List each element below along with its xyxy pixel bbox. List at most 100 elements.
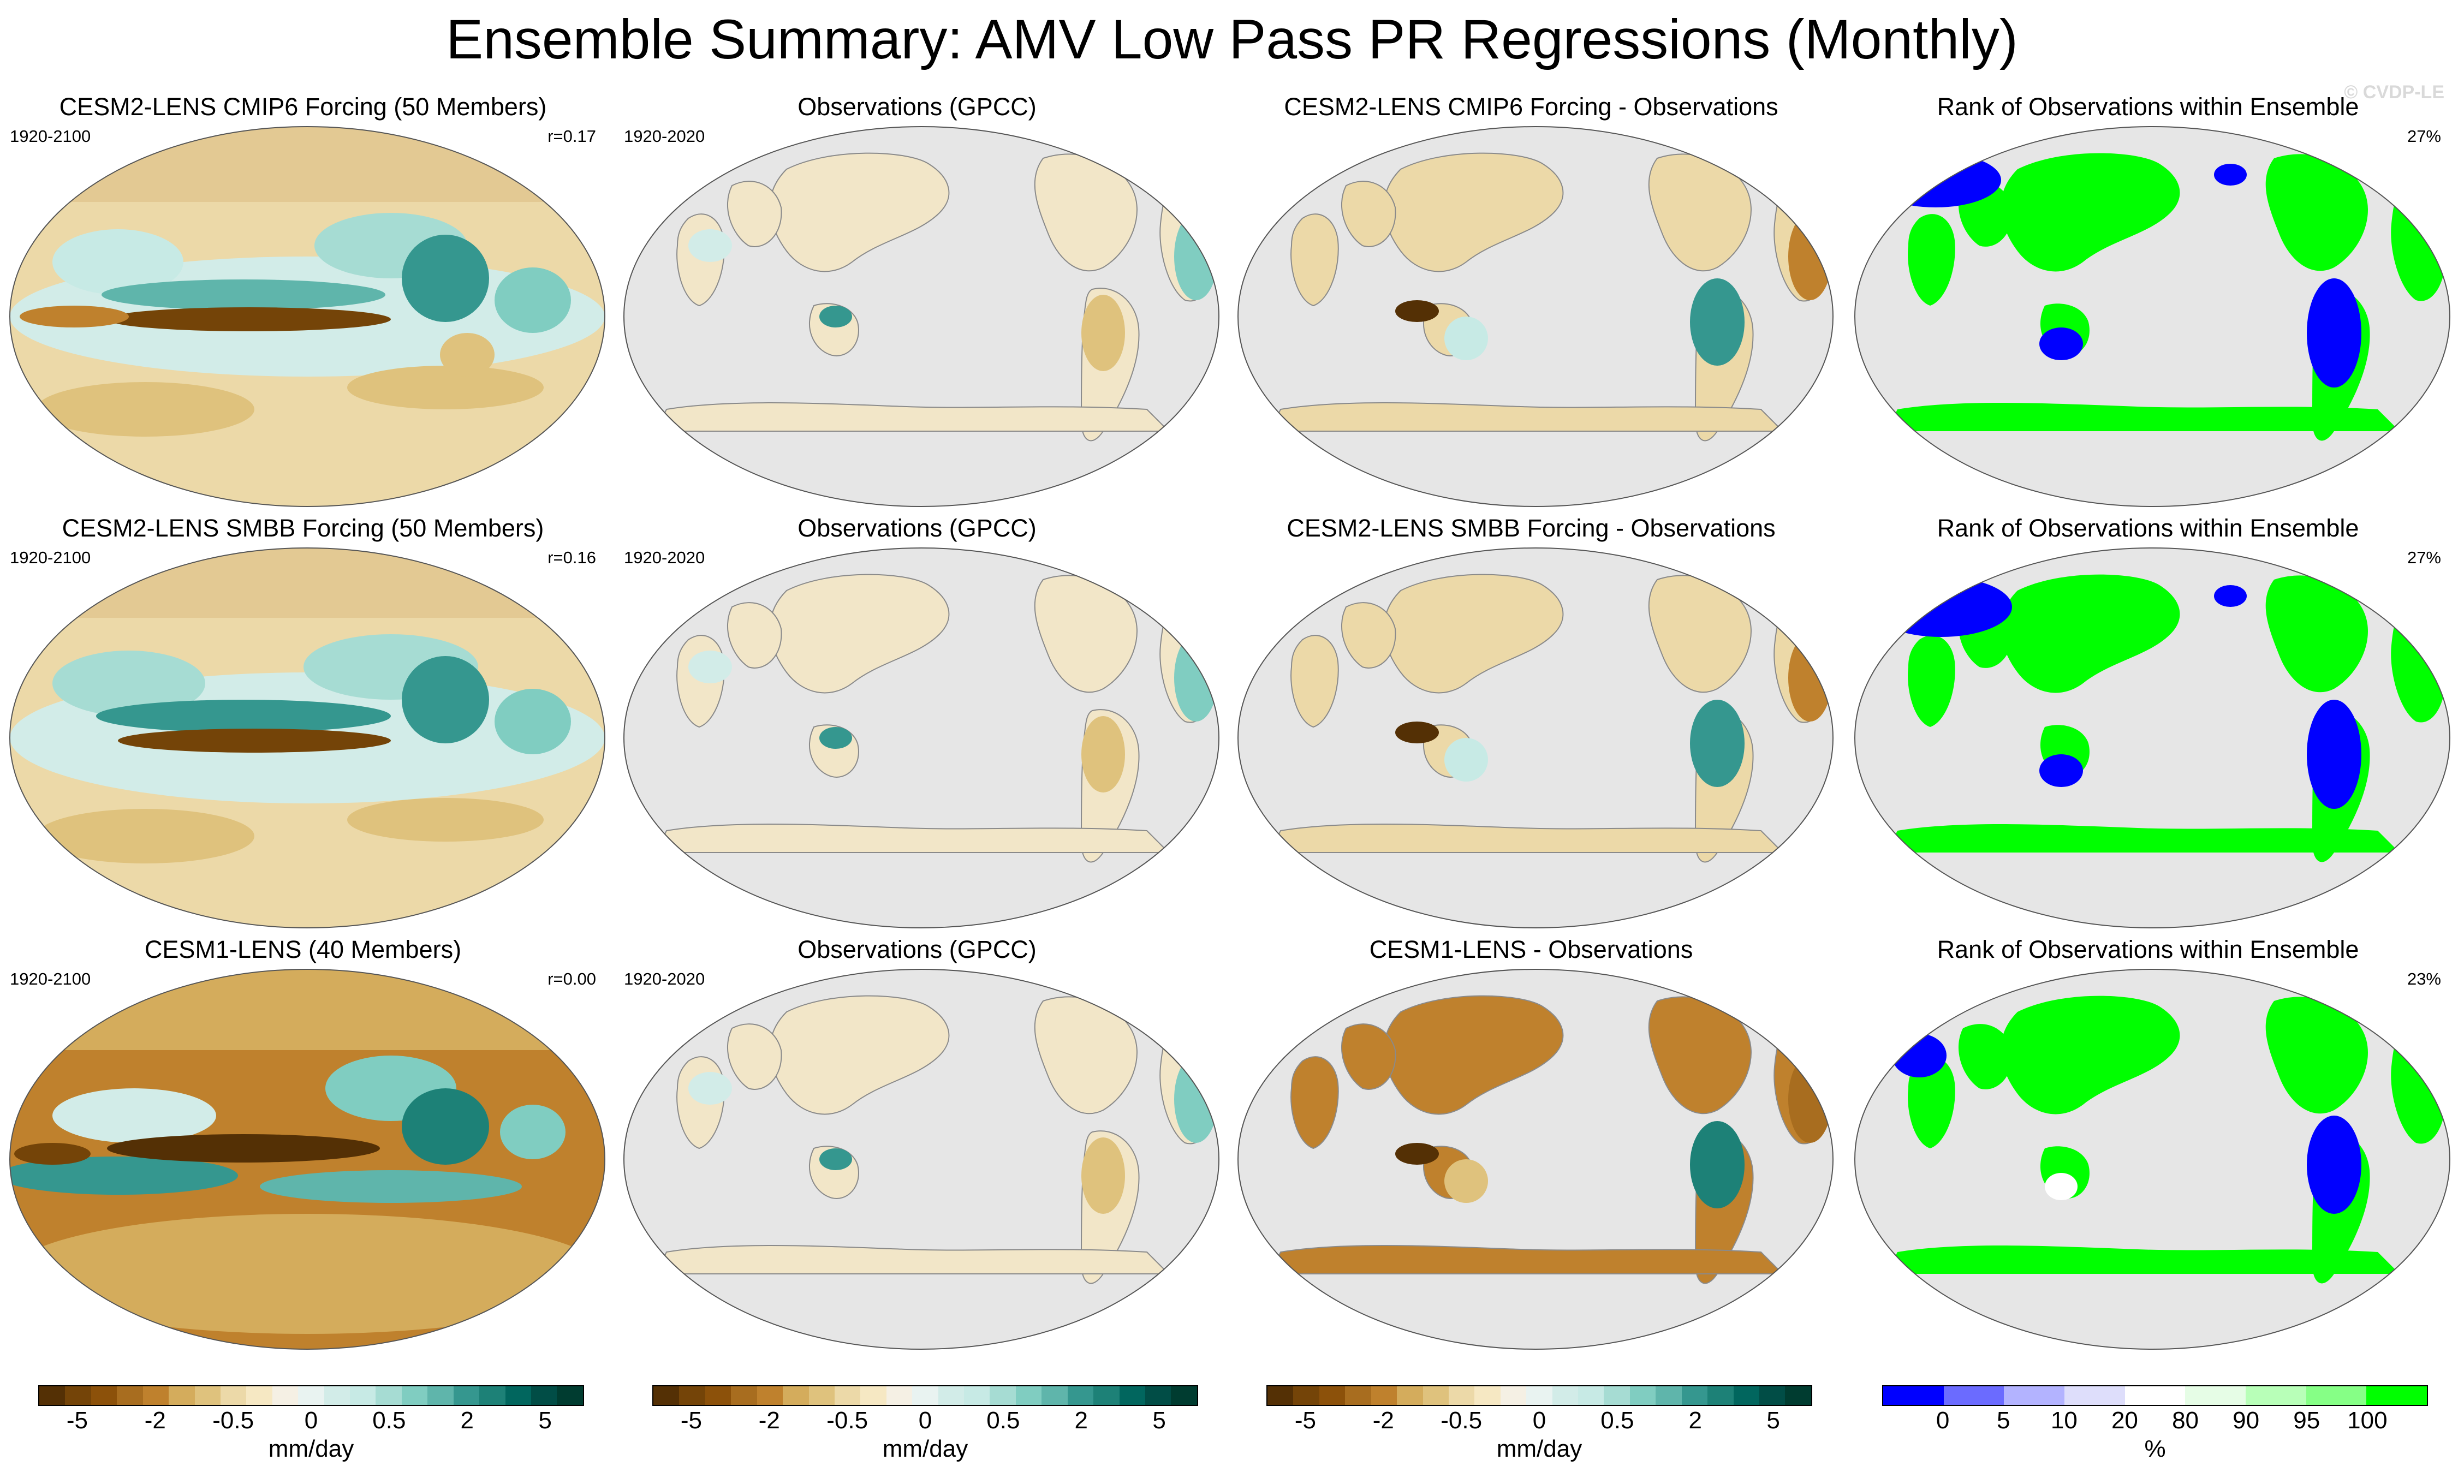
panel-percent: 27% [2407, 127, 2441, 146]
colorbar-tick-label: 5 [1766, 1407, 1780, 1434]
colorbar-swatch [2004, 1386, 2065, 1405]
colorbar-obs: mm/day -5 -2 -0.5 0 0.5 2 5 [652, 1385, 1198, 1478]
colorbar-swatch [1883, 1386, 1944, 1405]
colorbar-swatch [142, 1386, 169, 1405]
panel-rank-row-3: Rank of Observations within Ensemble 23% [1845, 935, 2451, 1350]
map-obs-row-2 [623, 547, 1219, 928]
colorbar-swatch [964, 1386, 990, 1405]
colorbar-unit: % [2144, 1435, 2166, 1462]
colorbar-strip [1882, 1385, 2428, 1406]
colorbar-swatch [557, 1386, 583, 1405]
colorbar-swatch [1707, 1386, 1734, 1405]
panel-percent: 23% [2407, 969, 2441, 988]
colorbar-swatch [1759, 1386, 1785, 1405]
colorbar-swatch [860, 1386, 886, 1405]
panel-title: Rank of Observations within Ensemble [1937, 93, 2359, 121]
colorbar-tick-label: 0 [304, 1407, 318, 1434]
colorbar-swatch [1093, 1386, 1120, 1405]
colorbar-swatch [2306, 1386, 2367, 1405]
colorbar-swatch [350, 1386, 376, 1405]
colorbar-swatch [938, 1386, 965, 1405]
colorbar-swatch [1604, 1386, 1630, 1405]
colorbar-swatch [1041, 1386, 1068, 1405]
colorbar-tick-label: 0.5 [986, 1407, 1020, 1434]
panel-model-row-1: CESM2-LENS CMIP6 Forcing (50 Members) 19… [0, 93, 606, 508]
panel-correlation: r=0.17 [547, 127, 596, 146]
colorbar-swatch [1371, 1386, 1397, 1405]
colorbar-tick-label: 0 [1532, 1407, 1546, 1434]
colorbar-swatch [705, 1386, 731, 1405]
colorbar-swatch [1423, 1386, 1449, 1405]
colorbar-tick-label: -5 [66, 1407, 88, 1434]
colorbar-swatch [505, 1386, 532, 1405]
colorbar-swatch [1345, 1386, 1371, 1405]
panel-title: CESM2-LENS SMBB Forcing - Observations [1287, 514, 1776, 542]
colorbar-tick-label: 0.5 [372, 1407, 406, 1434]
panel-model-row-2: CESM2-LENS SMBB Forcing (50 Members) 192… [0, 514, 606, 929]
colorbar-swatch [1656, 1386, 1682, 1405]
panel-title: CESM1-LENS - Observations [1369, 935, 1693, 963]
colorbar-unit: mm/day [1496, 1435, 1582, 1462]
colorbar-swatch [1067, 1386, 1094, 1405]
colorbar-swatch [91, 1386, 117, 1405]
colorbar-tick-label: 2 [460, 1407, 474, 1434]
colorbar-tick-label: -0.5 [212, 1407, 254, 1434]
colorbar-tick-label: 0 [1936, 1407, 1950, 1434]
colorbar-tick-label: 5 [538, 1407, 552, 1434]
panel-correlation: r=0.00 [547, 969, 596, 988]
colorbar-tick-label: -0.5 [826, 1407, 868, 1434]
panel-rank-row-1: Rank of Observations within Ensemble 27% [1845, 93, 2451, 508]
colorbar-swatch [990, 1386, 1016, 1405]
colorbar-swatch [2064, 1386, 2125, 1405]
panel-years: 1920-2020 [624, 548, 705, 567]
colorbar-swatch [1474, 1386, 1501, 1405]
panel-rank-row-2: Rank of Observations within Ensemble 27% [1845, 514, 2451, 929]
panel-title: Rank of Observations within Ensemble [1937, 514, 2359, 542]
colorbar-swatch [531, 1386, 557, 1405]
colorbar-swatch [1500, 1386, 1527, 1405]
colorbar-swatch [298, 1386, 324, 1405]
colorbar-swatch [653, 1386, 680, 1405]
panel-title: Observations (GPCC) [797, 514, 1037, 542]
colorbar-swatch [1397, 1386, 1423, 1405]
colorbar-tick-label: 20 [2111, 1407, 2138, 1434]
panel-model-row-3: CESM1-LENS (40 Members) 1920-2100 r=0.00 [0, 935, 606, 1350]
colorbar-tick-label: 0.5 [1600, 1407, 1634, 1434]
colorbar-swatch [479, 1386, 505, 1405]
colorbar-swatch [1319, 1386, 1346, 1405]
colorbar-swatch [39, 1386, 66, 1405]
panel-obs-row-2: Observations (GPCC) 1920-2020 [614, 514, 1220, 929]
colorbar-swatch [1145, 1386, 1171, 1405]
map-model-row-1 [9, 126, 605, 507]
colorbar-swatch [783, 1386, 809, 1405]
colorbar-tick-label: -5 [1294, 1407, 1316, 1434]
colorbar-tick-label: -2 [1372, 1407, 1394, 1434]
colorbar-tick-label: 95 [2293, 1407, 2320, 1434]
colorbar-strip [38, 1385, 584, 1406]
colorbar-swatch [1448, 1386, 1475, 1405]
colorbar-rank: % 0 5 10 20 80 90 95 100 [1882, 1385, 2428, 1478]
colorbar-tick-label: 10 [2050, 1407, 2078, 1434]
colorbar-swatch [453, 1386, 480, 1405]
colorbar-swatch [1015, 1386, 1042, 1405]
panel-obs-row-1: Observations (GPCC) 1920-2020 [614, 93, 1220, 508]
panel-years: 1920-2100 [10, 548, 91, 567]
colorbar-swatch [401, 1386, 428, 1405]
colorbar-swatch [679, 1386, 705, 1405]
colorbar-tick-label: -0.5 [1441, 1407, 1483, 1434]
panel-title: CESM2-LENS CMIP6 Forcing (50 Members) [59, 93, 547, 121]
colorbar-strip [652, 1385, 1198, 1406]
colorbar-swatch [1629, 1386, 1656, 1405]
colorbar-tick-label: 2 [1688, 1407, 1702, 1434]
map-diff-row-1 [1237, 126, 1834, 507]
panel-years: 1920-2100 [10, 969, 91, 988]
panel-years: 1920-2020 [624, 127, 705, 146]
colorbar-tick-label: 90 [2233, 1407, 2260, 1434]
panel-title: Observations (GPCC) [797, 93, 1037, 121]
colorbar-swatch [2185, 1386, 2246, 1405]
colorbar-swatch [1267, 1386, 1294, 1405]
colorbar-tick-label: -2 [758, 1407, 780, 1434]
colorbar-strip [1266, 1385, 1812, 1406]
colorbar-swatch [65, 1386, 91, 1405]
colorbar-swatch [194, 1386, 221, 1405]
